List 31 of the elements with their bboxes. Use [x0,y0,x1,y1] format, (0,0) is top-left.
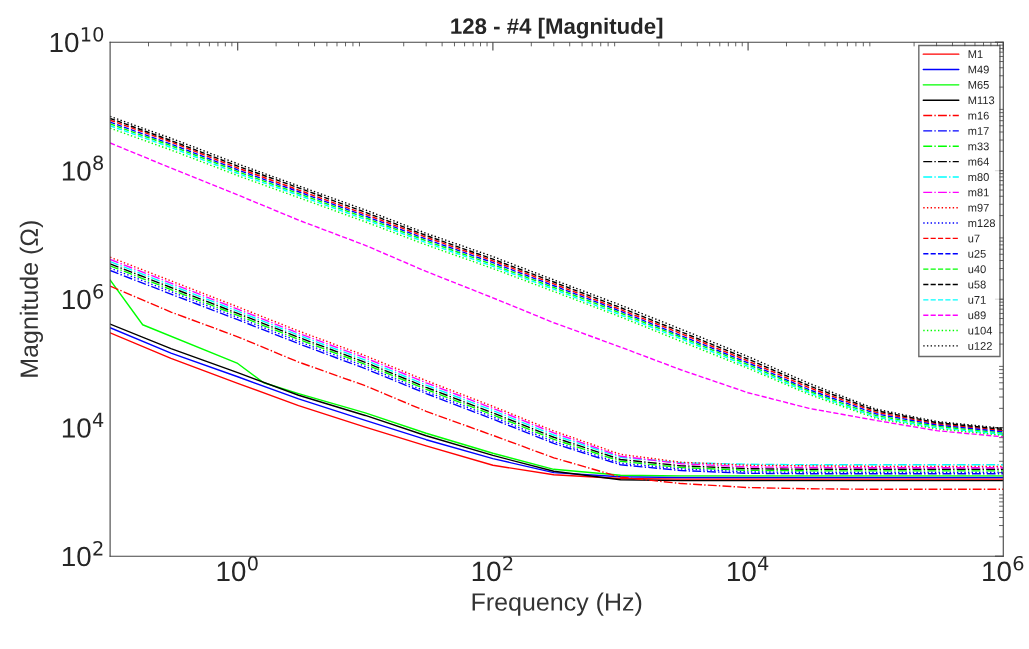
legend-label: u104 [968,326,993,335]
legend-label: m80 [968,173,989,181]
x-tick-label: 10$^{4}$ [727,556,769,582]
legend-label: u58 [968,280,986,289]
legend-label: M1 [968,50,983,59]
x-tick-label: 10$^{0}$ [217,555,258,582]
legend-label: m81 [968,188,989,197]
y-tick-label: 10$^{8}$ [62,155,103,181]
legend-label: u25 [968,249,986,258]
legend-label: m64 [968,157,989,166]
legend-label: m128 [968,219,996,228]
y-tick-label: 10$^{6}$ [62,283,104,310]
legend-label: M49 [968,65,989,74]
legend-label: u7 [968,234,980,243]
chart-title: 128 - #4 [Magnitude] [451,17,663,39]
y-tick-label: 10$^{10}$ [50,26,104,53]
legend-label: m17 [968,127,989,135]
legend-label: u89 [968,311,986,320]
y-tick-label: 10$^{4}$ [62,412,104,438]
x-axis-title: Frequency (Hz) [472,592,642,616]
legend-label: M65 [968,80,989,89]
legend-label: u122 [968,342,992,350]
x-tick-label: 10$^{2}$ [472,555,513,582]
legend-label: m33 [968,142,989,151]
y-axis-title: Magnitude (Ω) [19,221,44,377]
legend-label: M113 [968,96,995,105]
legend-label: u71 [968,296,986,304]
legend-label: m97 [968,203,989,212]
legend-label: u40 [968,265,986,274]
x-tick-label: 10$^{6}$ [983,555,1024,582]
legend-label: m16 [968,111,989,120]
